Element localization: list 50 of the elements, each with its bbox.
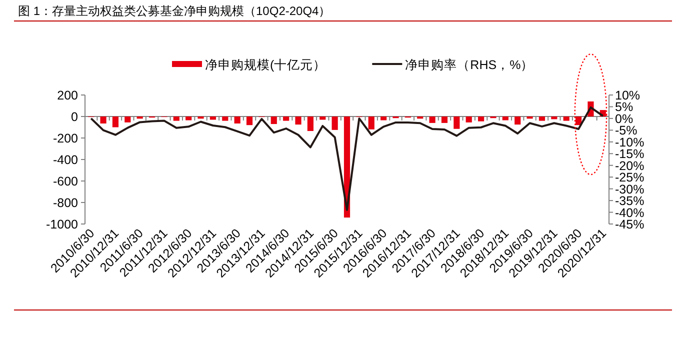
bar xyxy=(246,116,253,126)
bar xyxy=(380,116,387,120)
bar xyxy=(173,116,180,121)
y2-tick-label: -25% xyxy=(615,170,644,185)
y2-tick-label: -15% xyxy=(615,147,644,162)
y-tick-label: -400 xyxy=(52,153,78,167)
bar xyxy=(454,116,460,129)
y2-tick-label: 5% xyxy=(615,100,634,114)
bar xyxy=(368,116,374,130)
y-tick-label: -1000 xyxy=(46,218,78,232)
y2-tick-label: -35% xyxy=(615,194,644,208)
bar xyxy=(307,116,314,132)
bar xyxy=(124,116,131,122)
y-tick-label: -600 xyxy=(52,174,78,188)
y2-tick-label: 10% xyxy=(615,88,640,102)
y2-tick-label: -45% xyxy=(615,218,644,232)
y2-tick-label: -40% xyxy=(615,206,644,220)
bar xyxy=(270,116,277,124)
bar xyxy=(234,116,240,124)
bar xyxy=(332,116,338,130)
y2-tick-label: -30% xyxy=(615,182,644,196)
bar xyxy=(100,116,106,124)
y-tick-label: 200 xyxy=(57,88,78,102)
y2-tick-label: -10% xyxy=(615,135,644,150)
bar xyxy=(575,116,582,126)
bar xyxy=(538,116,546,121)
y-tick-label: -200 xyxy=(52,132,78,146)
chart-title: 图 1：存量主动权益类公募基金净申购规模（10Q2-20Q4） xyxy=(18,4,331,18)
y-tick-label: -800 xyxy=(52,196,78,210)
bar xyxy=(551,116,558,120)
bar xyxy=(563,116,570,121)
bar xyxy=(210,116,216,120)
bar xyxy=(502,116,508,120)
y-tick-label: 0 xyxy=(71,110,78,124)
bar xyxy=(112,116,119,128)
bar xyxy=(466,116,472,122)
bar xyxy=(514,116,521,125)
bar xyxy=(186,116,192,120)
bar xyxy=(441,116,448,123)
y2-tick-label: 0% xyxy=(615,112,634,126)
legend-label: 净申购率（RHS，%） xyxy=(405,57,534,72)
bar xyxy=(478,116,484,122)
bar xyxy=(295,116,302,125)
bar xyxy=(222,116,228,121)
legend-label: 净申购规模(十亿元） xyxy=(205,58,326,72)
y2-tick-label: -20% xyxy=(615,158,644,173)
bar xyxy=(429,116,436,123)
bar xyxy=(283,116,290,121)
y2-tick-label: -5% xyxy=(615,124,638,138)
bar xyxy=(320,116,326,120)
